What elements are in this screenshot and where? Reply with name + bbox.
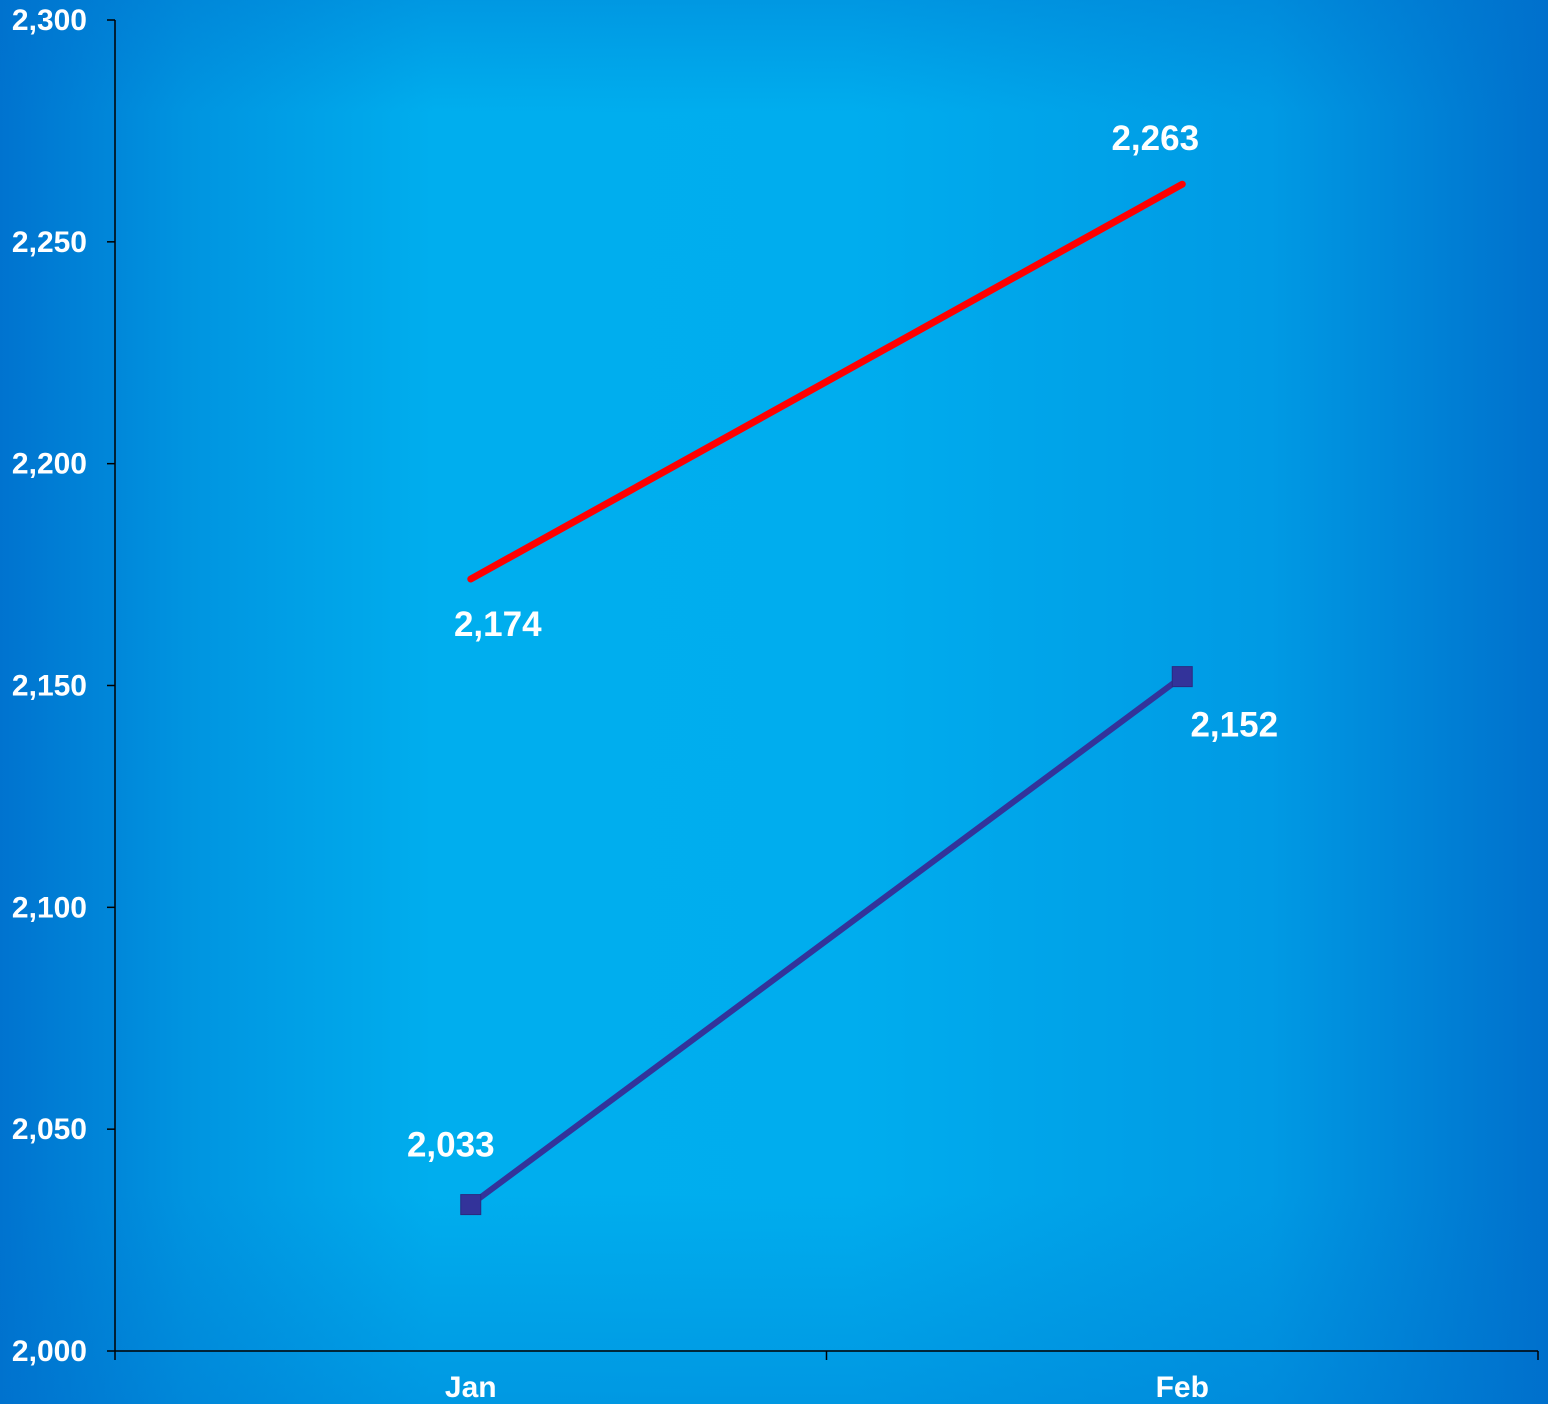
y-tick-label: 2,000 xyxy=(12,1335,87,1368)
data-point-marker xyxy=(1171,666,1193,688)
axes: 2,000 2,050 2,100 2,150 2,200 2,250 2,300 Jan Fe… xyxy=(12,4,1539,1404)
data-label: 2,174 xyxy=(454,605,542,644)
series-line xyxy=(467,180,1186,583)
y-tick-label: 2,250 xyxy=(12,226,87,259)
data-labels: 2,174 2,263 2,033 2,152 xyxy=(407,119,1278,1164)
series-line xyxy=(467,673,1186,1208)
y-tick-label: 2,200 xyxy=(12,448,87,481)
data-label: 2,033 xyxy=(407,1126,495,1165)
x-tick-label: Feb xyxy=(1156,1371,1209,1404)
data-label: 2,263 xyxy=(1111,119,1199,158)
series-group xyxy=(460,180,1193,1216)
x-tick-label: Jan xyxy=(445,1371,497,1404)
y-tick-label: 2,050 xyxy=(12,1113,87,1146)
y-tick-label: 2,150 xyxy=(12,670,87,703)
y-tick-label: 2,300 xyxy=(12,4,87,37)
data-point-marker xyxy=(460,1194,482,1216)
data-label: 2,152 xyxy=(1190,706,1278,745)
y-tick-label: 2,100 xyxy=(12,891,87,924)
